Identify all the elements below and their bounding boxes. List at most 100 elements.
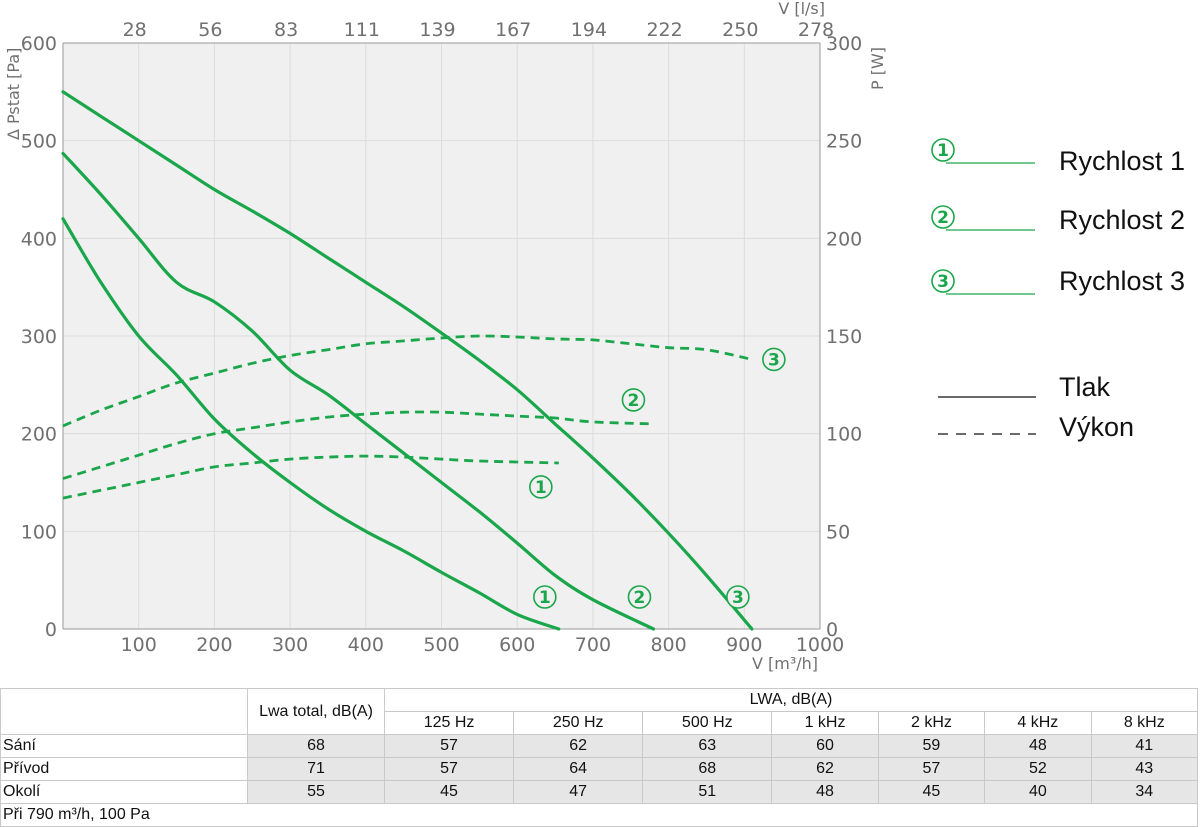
table-cell: 47 [513,780,644,804]
y2-tick-label: 0 [826,619,838,641]
table-cell: 40 [984,780,1092,804]
table-cell: 43 [1090,757,1199,781]
band-header: 250 Hz [513,711,644,735]
y2-tick-label: 150 [826,326,862,348]
y-tick-label: 500 [21,131,57,153]
y2-tick-label: 50 [826,521,850,543]
pressure-marker-2 [627,585,652,609]
power-curve-1 [62,454,559,500]
pressure-curve-2 [61,151,656,631]
legend-marker-2-text: 2 [937,208,949,228]
pressure-marker-2-text: 2 [634,588,646,608]
table-corner [0,688,248,735]
legend-item-speed-3: 3 Rychlost 3 [931,266,1185,296]
table-cell: 68 [247,734,385,758]
x-tick-label: 300 [272,634,308,656]
power-marker-1 [529,475,553,499]
table-cell: 59 [877,734,986,758]
x-tick-label: 700 [575,634,611,656]
performance-chart: 100 200 300 400 500 600 700 800 900 1000010020030… [4,0,1185,673]
pressure-marker-3 [726,585,750,609]
y-tick-label: 200 [21,424,57,446]
table-header-row-1: Lwa total, dB(A) LWA, dB(A) [0,688,1198,735]
y2-axis-title: P [W] [868,47,887,90]
band-header: 500 Hz [642,711,773,735]
legend-item-speed-2: 2 Rychlost 2 [931,205,1185,235]
legend-item-speed-1: 1 Rychlost 1 [931,138,1185,176]
table-cell: 48 [771,780,879,804]
x2-axis-title: V [l/s] [778,0,825,18]
table-cell: 51 [642,780,773,804]
table-cell: 45 [383,780,515,804]
y-tick-label: 400 [21,228,57,250]
x2-tick-label: 167 [495,19,531,41]
x2-tick-label: 28 [123,19,147,41]
legend-marker-2 [931,205,955,229]
row-label: Sání [0,734,248,758]
x2-tick-label: 139 [419,19,455,41]
table-cell: 57 [877,757,986,781]
x-tick-label: 600 [499,634,535,656]
legend-item-vykon: Výkon [938,412,1134,442]
table-cell: 55 [247,780,385,804]
legend-marker-3 [931,269,955,293]
pressure-curve-3 [61,90,754,631]
power-marker-2 [621,388,646,412]
power-marker-3 [762,347,786,372]
x2-tick-label: 250 [722,19,758,41]
legend-label-2: Rychlost 2 [1059,205,1185,235]
x2-tick-label: 111 [344,19,380,41]
legend-marker-1 [931,138,955,162]
band-header: 8 kHz [1090,711,1199,735]
y-tick-label: 100 [21,521,57,543]
pressure-curve-1 [61,217,561,631]
x-tick-label: 500 [423,634,459,656]
x-tick-label: 800 [650,634,686,656]
table-cell: 62 [771,757,879,781]
table-cell: 60 [771,734,879,758]
band-header: 4 kHz [984,711,1092,735]
table-footnote: Při 790 m³/h, 100 Pa [0,803,385,827]
table-cell: 57 [383,757,515,781]
table-cell: 34 [1090,780,1199,804]
x2-tick-label: 83 [274,19,298,41]
table-cell: 71 [247,757,385,781]
x-tick-label: 100 [121,634,157,656]
table-row: Okolí 55 45 47 51 48 45 40 34 [0,780,1199,804]
axes: 100 200 300 400 500 600 700 800 900 1000010020030… [21,19,863,656]
y2-tick-label: 100 [826,424,862,446]
x2-tick-label: 194 [571,19,607,41]
power-marker-1-text: 1 [535,478,547,498]
y-tick-label: 600 [21,33,57,55]
pressure-marker-1 [533,585,557,609]
band-header: 2 kHz [877,711,986,735]
band-header: 1 kHz [771,711,879,735]
table-footer-blank [384,803,1198,827]
table-header-row-2: 125 Hz 250 Hz 500 Hz 1 kHz 2 kHz 4 kHz 8… [1,711,1199,735]
series: 1 2 3 1 2 3 [61,90,786,631]
y2-tick-label: 200 [826,228,862,250]
power-curve-3 [62,334,753,428]
row-label: Přívod [0,757,248,781]
legend-label-3: Rychlost 3 [1059,266,1185,296]
legend-label-vykon: Výkon [1059,412,1134,442]
y-tick-label: 0 [45,619,57,641]
table-row: Přívod 71 57 64 68 62 57 52 43 [0,757,1199,781]
table-cell: 48 [984,734,1092,758]
table-cell: 52 [984,757,1092,781]
table-cell: 57 [383,734,515,758]
col-group-header: LWA, dB(A) [384,688,1198,712]
table-footer-row: Při 790 m³/h, 100 Pa [0,803,1198,827]
legend-marker-3-text: 3 [937,272,949,292]
x-tick-label: 1000 [796,634,844,656]
x2-tick-label: 222 [646,19,682,41]
legend: 1 Rychlost 1 2 Rychlost 2 3 Rychlost 3 T… [931,138,1185,442]
table-cell: 41 [1090,734,1199,758]
power-marker-2-text: 2 [628,391,640,411]
table-cell: 64 [513,757,644,781]
pressure-marker-3-text: 3 [732,588,744,608]
table-row: Sání 68 57 62 63 60 59 48 41 [0,734,1199,758]
y2-tick-label: 250 [826,131,862,153]
table-cell: 68 [642,757,773,781]
y-tick-label: 300 [21,326,57,348]
